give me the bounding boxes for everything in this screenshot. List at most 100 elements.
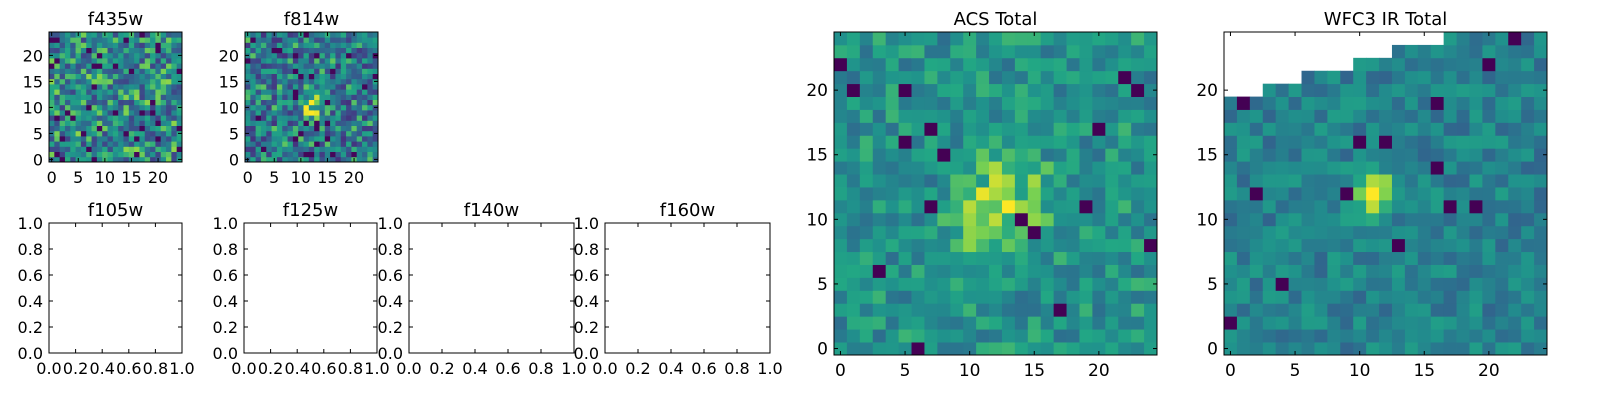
heatmap-cell (166, 104, 172, 111)
heatmap-cell (171, 120, 178, 126)
heatmap-cell (319, 78, 326, 85)
y-tick-label: 0 (1207, 340, 1218, 360)
heatmap-cell (54, 130, 61, 137)
heatmap-cell (1430, 225, 1445, 240)
heatmap-cell (335, 89, 342, 95)
heatmap-cell (1353, 161, 1367, 175)
heatmap-cell (1327, 122, 1341, 136)
heatmap-cell (1275, 212, 1289, 227)
heatmap-cell (367, 146, 374, 152)
heatmap-cell (937, 187, 951, 201)
heatmap-cell (1534, 109, 1548, 123)
heatmap-cell (950, 122, 964, 136)
heatmap-cell (271, 110, 278, 116)
heatmap-cell (298, 78, 304, 85)
heatmap-cell (292, 52, 299, 59)
heatmap-cell (1053, 277, 1067, 291)
heatmap-cell (96, 42, 103, 48)
heatmap-cell (150, 58, 156, 64)
heatmap-cell (1521, 148, 1535, 162)
heatmap-cell (963, 148, 977, 162)
heatmap-cell (276, 58, 283, 64)
x-tick-label: 15 (1413, 361, 1435, 381)
heatmap-cell (96, 94, 103, 100)
heatmap-cell (176, 32, 183, 38)
heatmap-cell (1417, 251, 1432, 265)
heatmap-cell (1262, 303, 1277, 317)
heatmap-cell (1224, 161, 1238, 175)
heatmap-cell (260, 136, 267, 142)
heatmap-cell (112, 68, 119, 74)
heatmap-cell (937, 277, 951, 291)
heatmap-cell (123, 104, 130, 111)
heatmap-cell (937, 44, 951, 59)
heatmap-cell (107, 146, 114, 152)
heatmap-cell (1482, 135, 1496, 149)
heatmap-cell (324, 42, 331, 48)
heatmap-cell (351, 78, 358, 85)
heatmap-cell (859, 225, 874, 240)
heatmap-cell (245, 141, 251, 147)
heatmap-cell (144, 99, 151, 106)
heatmap-cell (59, 63, 66, 69)
heatmap-cell (950, 316, 964, 330)
heatmap-cell (1534, 161, 1548, 175)
heatmap-cell (303, 37, 310, 43)
heatmap-cell (266, 141, 272, 147)
heatmap-cell (91, 63, 98, 69)
heatmap-cell (150, 32, 156, 38)
heatmap-cell (308, 156, 315, 163)
heatmap-cell (372, 47, 379, 54)
y-tick-label: 15 (1196, 146, 1218, 166)
heatmap-cell (1275, 329, 1289, 343)
heatmap-cell (1014, 251, 1029, 265)
heatmap-cell (1534, 264, 1548, 278)
heatmap-cell (1521, 290, 1535, 304)
heatmap-cell (150, 110, 156, 116)
heatmap-cell (176, 115, 183, 121)
heatmap-cell (134, 146, 140, 152)
heatmap-cell (1118, 161, 1132, 175)
heatmap-cell (59, 141, 66, 147)
heatmap-cell (1534, 70, 1548, 85)
heatmap-cell (319, 73, 326, 80)
heatmap-cell (846, 32, 861, 46)
heatmap-cell (911, 212, 925, 227)
heatmap-cell (1314, 238, 1328, 253)
heatmap-cell (1118, 174, 1132, 188)
heatmap-cell (367, 151, 374, 158)
heatmap-cell (1053, 238, 1067, 253)
heatmap-cell (139, 78, 146, 85)
heatmap-cell (1521, 174, 1535, 188)
heatmap-cell (834, 135, 848, 149)
heatmap-cell (266, 115, 272, 121)
heatmap-cell (963, 264, 977, 278)
y-tick-label: 5 (1207, 275, 1218, 295)
heatmap-cell (1430, 135, 1445, 149)
heatmap-cell (171, 78, 178, 85)
heatmap-cell (911, 277, 925, 291)
heatmap-cell (59, 130, 66, 137)
heatmap-cell (1144, 238, 1158, 253)
y-tick-label: 0.8 (213, 240, 238, 259)
heatmap-cell (1249, 135, 1264, 149)
heatmap-cell (1495, 329, 1509, 343)
heatmap-cell (1014, 329, 1029, 343)
heatmap-cell (351, 146, 358, 152)
heatmap-cell (1314, 135, 1328, 149)
heatmap-cell (1430, 57, 1445, 72)
heatmap-cell (64, 58, 71, 64)
heatmap-cell (1224, 303, 1238, 317)
x-tick-label: 10 (95, 168, 115, 187)
heatmap-cell (139, 156, 146, 163)
heatmap-cell (245, 94, 251, 100)
heatmap-cell (1249, 303, 1264, 317)
heatmap-cell (176, 136, 183, 142)
x-tick-label: 15 (1023, 361, 1045, 381)
heatmap-cell (1275, 290, 1289, 304)
heatmap-cell (144, 125, 151, 132)
heatmap-cell (91, 32, 98, 38)
heatmap-cell (963, 70, 977, 85)
